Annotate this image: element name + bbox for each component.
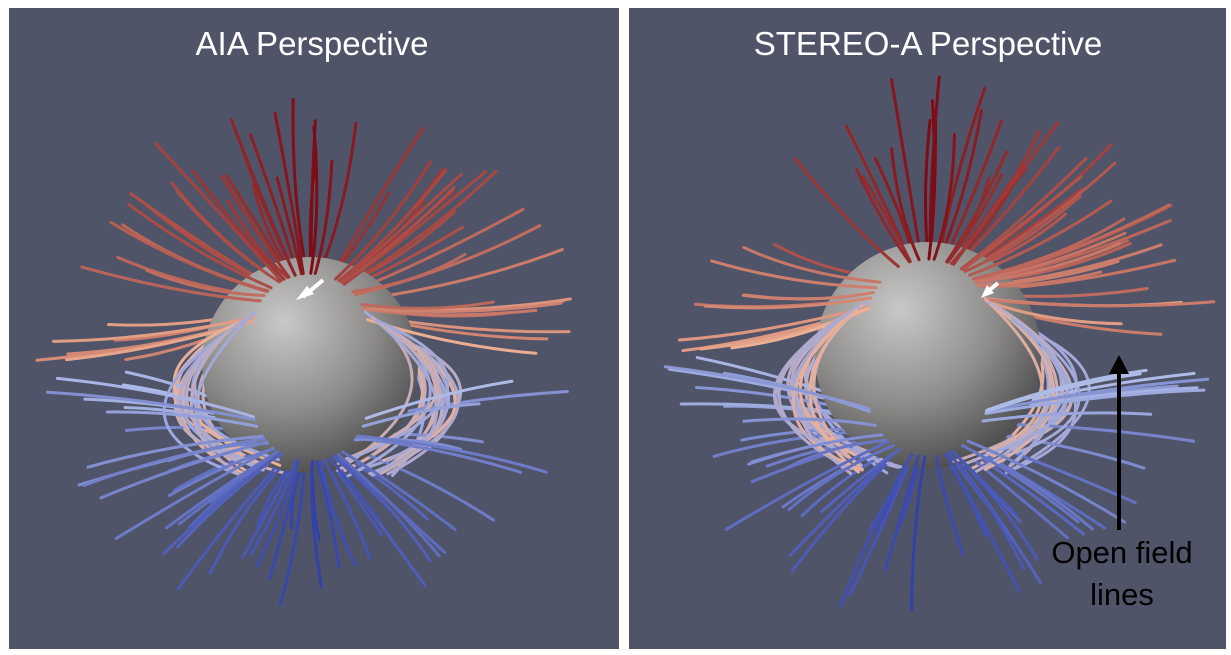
panel-title: AIA Perspective bbox=[196, 25, 429, 62]
annotation-text: Open field bbox=[1051, 535, 1192, 570]
annotation-text: lines bbox=[1090, 577, 1154, 612]
sphere bbox=[815, 242, 1041, 468]
figure: AIA Perspective STEREO-A Perspective Ope… bbox=[0, 0, 1231, 655]
page: AIA Perspective STEREO-A Perspective Ope… bbox=[0, 0, 1231, 655]
panel-title: STEREO-A Perspective bbox=[754, 25, 1102, 62]
